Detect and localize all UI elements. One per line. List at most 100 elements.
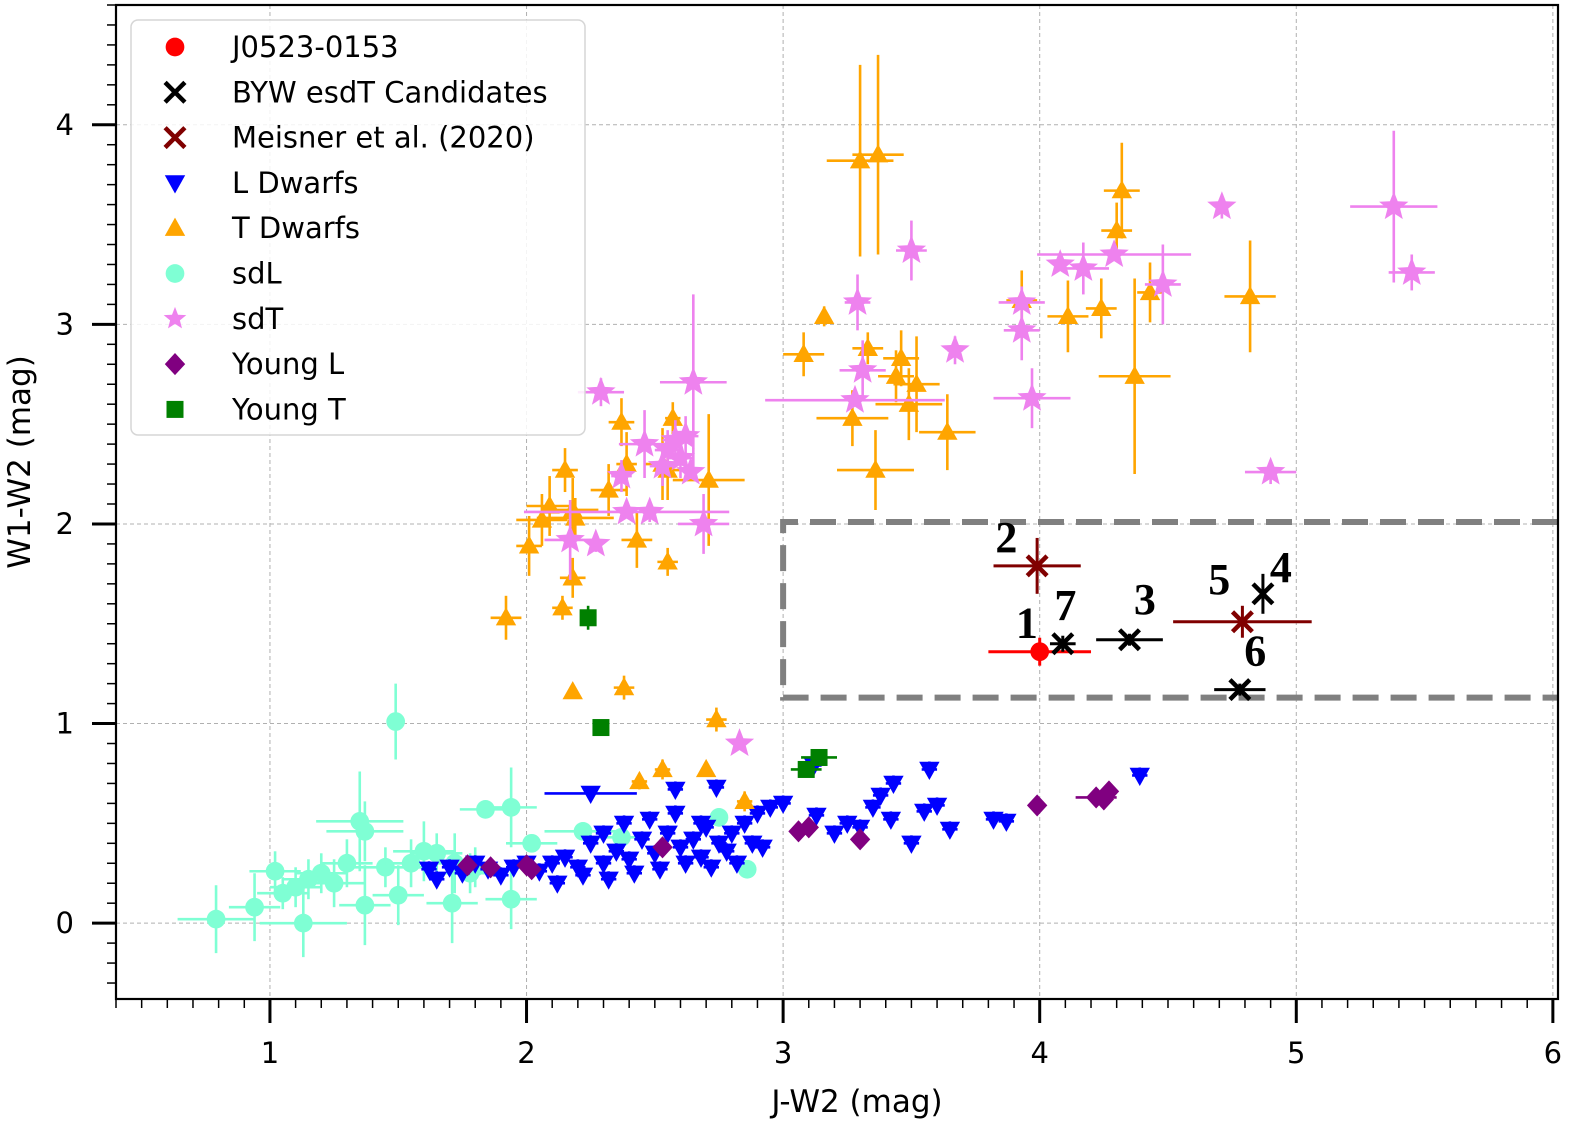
star-marker bbox=[586, 376, 616, 405]
square-marker bbox=[810, 748, 828, 766]
x-axis-label: J-W2 (mag) bbox=[769, 1084, 942, 1120]
data-point bbox=[593, 825, 614, 844]
data-point bbox=[798, 816, 819, 839]
data-point bbox=[506, 833, 558, 853]
legend-square-icon bbox=[166, 400, 184, 418]
data-point bbox=[572, 867, 594, 886]
data-point bbox=[544, 785, 637, 804]
star-marker bbox=[896, 235, 927, 263]
star-marker bbox=[1068, 253, 1098, 281]
data-point bbox=[849, 828, 871, 851]
triangle-down-marker bbox=[639, 811, 660, 830]
x-tick-label: 3 bbox=[774, 1036, 792, 1070]
star-marker bbox=[660, 424, 690, 453]
triangle-up-marker bbox=[695, 758, 717, 778]
data-point bbox=[662, 402, 683, 435]
circle-marker bbox=[273, 883, 293, 903]
data-point bbox=[282, 859, 335, 900]
series-young-l bbox=[457, 780, 1120, 881]
data-point bbox=[339, 865, 391, 946]
legend-circle-icon bbox=[165, 37, 185, 57]
diamond-marker bbox=[480, 856, 501, 879]
data-point bbox=[579, 605, 597, 630]
star-marker bbox=[1017, 382, 1047, 411]
circle-marker bbox=[355, 895, 375, 915]
series-j0523-0153 bbox=[988, 637, 1092, 666]
triangle-down-marker bbox=[926, 797, 948, 816]
legend-label: Young T bbox=[231, 392, 346, 426]
triangle-down-marker bbox=[706, 779, 727, 798]
data-point bbox=[734, 790, 755, 812]
annotation-label: 4 bbox=[1270, 543, 1292, 592]
series-byw-esdt-candidates bbox=[1049, 573, 1275, 702]
data-point bbox=[675, 855, 696, 874]
circle-marker bbox=[337, 853, 357, 873]
y-axis-label: W1-W2 (mag) bbox=[2, 355, 38, 569]
selection-box bbox=[780, 518, 1558, 701]
triangle-down-marker bbox=[541, 855, 563, 874]
triangle-up-marker bbox=[1239, 285, 1261, 305]
data-point bbox=[837, 430, 914, 510]
star-marker bbox=[612, 496, 642, 525]
data-point bbox=[657, 825, 678, 844]
data-point bbox=[490, 595, 522, 640]
data-point bbox=[690, 849, 712, 868]
triangle-up-marker bbox=[1091, 297, 1112, 317]
data-point bbox=[896, 220, 927, 281]
star-marker bbox=[671, 420, 701, 449]
data-point bbox=[1173, 605, 1312, 638]
triangle-down-marker bbox=[1129, 767, 1150, 786]
data-point bbox=[457, 854, 478, 877]
triangle-up-marker bbox=[813, 305, 835, 325]
triangle-down-marker bbox=[760, 799, 781, 818]
triangle-down-marker bbox=[752, 839, 773, 858]
circle-marker bbox=[388, 885, 408, 905]
star-marker bbox=[940, 334, 970, 363]
data-point bbox=[862, 799, 884, 818]
annotation-label: 5 bbox=[1208, 555, 1230, 604]
data-point bbox=[659, 294, 727, 471]
data-point bbox=[1085, 278, 1117, 339]
x-marker bbox=[1230, 610, 1254, 634]
series-t-dwarfs bbox=[490, 54, 1276, 812]
triangle-up-marker bbox=[629, 770, 650, 790]
diamond-marker bbox=[652, 836, 673, 859]
x-marker-stroke bbox=[1230, 610, 1254, 634]
circle-marker bbox=[1030, 642, 1050, 662]
triangle-down-marker bbox=[547, 875, 568, 894]
star-marker bbox=[1099, 239, 1129, 267]
data-point bbox=[940, 334, 970, 365]
series-sdl bbox=[177, 683, 757, 958]
data-point bbox=[598, 871, 619, 890]
triangle-down-marker bbox=[649, 861, 671, 880]
data-point bbox=[631, 831, 653, 850]
legend-entry: sdL bbox=[165, 257, 282, 291]
data-point bbox=[1251, 573, 1275, 614]
triangle-up-marker bbox=[849, 150, 871, 169]
circle-marker bbox=[442, 893, 462, 913]
data-point bbox=[852, 54, 904, 255]
diamond-marker bbox=[849, 828, 871, 851]
x-marker-stroke bbox=[1025, 554, 1049, 578]
triangle-down-marker bbox=[554, 849, 576, 868]
data-point bbox=[665, 781, 686, 800]
triangle-down-marker bbox=[870, 787, 891, 806]
legend: J0523-0153 BYW esdT Candidates Meisner et … bbox=[130, 19, 586, 436]
triangle-up-marker bbox=[662, 407, 683, 426]
data-point bbox=[593, 855, 614, 874]
star-marker bbox=[848, 354, 878, 383]
legend-entry: T Dwarfs bbox=[164, 211, 360, 245]
triangle-up-marker bbox=[611, 411, 632, 430]
data-point bbox=[386, 683, 406, 760]
circle-marker bbox=[476, 800, 495, 819]
star-marker bbox=[1007, 314, 1037, 343]
triangle-up-marker bbox=[531, 509, 553, 528]
triangle-up-marker bbox=[613, 677, 635, 696]
y-tick-label: 3 bbox=[56, 307, 74, 341]
data-point bbox=[606, 460, 637, 493]
star-marker bbox=[840, 384, 870, 413]
triangle-down-marker bbox=[806, 807, 827, 826]
star-marker bbox=[678, 366, 708, 395]
data-point bbox=[547, 875, 568, 894]
legend-frame bbox=[130, 19, 586, 436]
